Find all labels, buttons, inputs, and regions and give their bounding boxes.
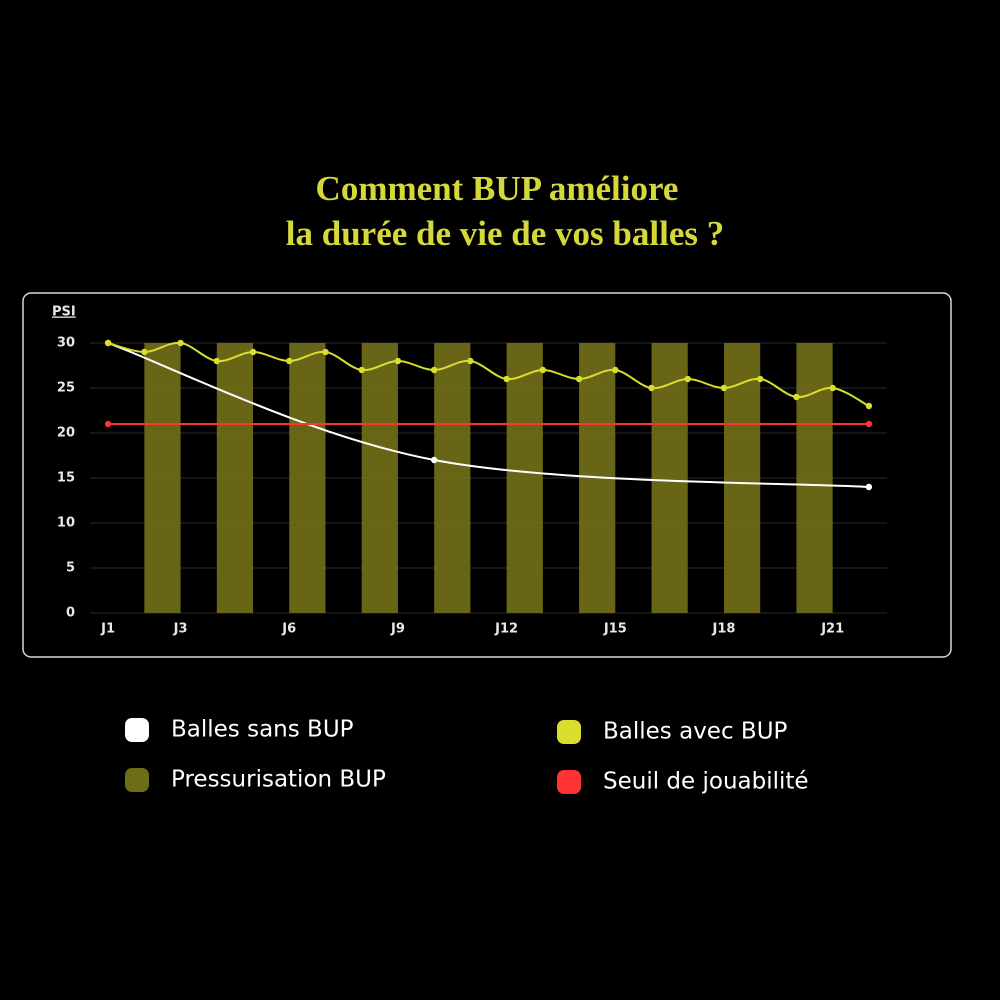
point <box>286 357 293 365</box>
x-tick-label: J12 <box>494 622 518 637</box>
legend-label: Balles sans BUP <box>171 717 354 743</box>
y-tick-label: 0 <box>66 606 75 621</box>
legend-swatch <box>125 718 149 742</box>
y-tick-label: 20 <box>57 426 75 441</box>
legend-swatch <box>557 770 581 794</box>
bar <box>434 343 471 613</box>
point <box>720 384 728 392</box>
point <box>865 483 873 491</box>
point <box>141 348 148 356</box>
bar <box>796 343 833 613</box>
y-tick-label: 5 <box>66 561 75 576</box>
bar <box>289 343 326 613</box>
point <box>322 348 329 356</box>
chart-title: Comment BUP améliore <box>316 169 679 208</box>
point <box>177 339 184 347</box>
bar <box>361 343 398 613</box>
y-tick-label: 30 <box>57 336 75 351</box>
legend-swatch <box>125 768 149 792</box>
y-tick-label: 10 <box>57 516 75 531</box>
bar <box>216 343 254 613</box>
x-tick-label: J1 <box>100 622 115 637</box>
y-tick-label: 15 <box>57 471 75 486</box>
point <box>467 357 474 365</box>
plot-panel <box>22 292 952 658</box>
point <box>865 402 873 410</box>
point <box>430 366 438 374</box>
chart-title: la durée de vie de vos balles ? <box>286 214 724 253</box>
point <box>213 357 220 365</box>
point <box>612 366 619 374</box>
x-tick-label: J3 <box>173 622 188 637</box>
x-tick-label: J18 <box>712 622 736 637</box>
point <box>684 375 691 383</box>
point <box>430 456 438 464</box>
point <box>648 384 655 392</box>
line <box>107 341 870 407</box>
y-axis-label: PSI <box>52 305 76 320</box>
point <box>104 420 112 428</box>
legend-swatch <box>557 720 581 744</box>
legend-label: Pressurisation BUP <box>171 767 386 793</box>
point <box>503 375 510 383</box>
point <box>358 366 365 374</box>
x-tick-label: J21 <box>820 622 844 637</box>
x-tick-label: J15 <box>603 622 627 637</box>
legend-label: Seuil de jouabilité <box>603 769 809 795</box>
point <box>249 348 257 356</box>
point <box>394 357 402 365</box>
bar <box>144 343 181 613</box>
point <box>865 420 873 428</box>
point <box>757 375 764 383</box>
point <box>829 384 836 392</box>
y-tick-label: 25 <box>57 381 75 396</box>
point <box>793 393 800 401</box>
bar <box>506 343 543 613</box>
x-tick-label: J9 <box>390 622 405 637</box>
legend-label: Balles avec BUP <box>603 719 788 745</box>
point <box>104 339 112 347</box>
point <box>575 375 583 383</box>
point <box>539 366 547 374</box>
x-tick-label: J6 <box>281 622 296 637</box>
